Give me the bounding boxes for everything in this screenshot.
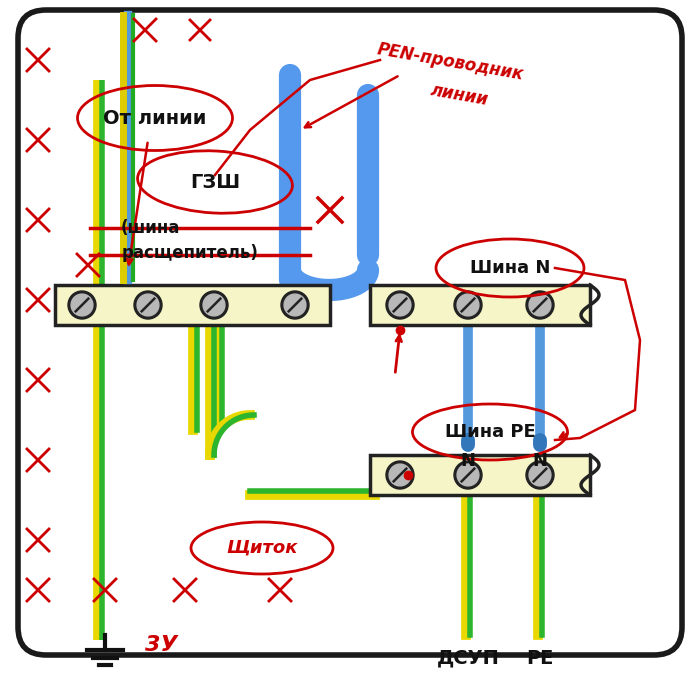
Text: 3У: 3У: [145, 635, 178, 655]
Text: N: N: [533, 452, 547, 470]
Circle shape: [454, 291, 482, 319]
Circle shape: [454, 461, 482, 489]
Text: Шина N: Шина N: [470, 259, 550, 277]
Circle shape: [200, 291, 228, 319]
Circle shape: [457, 464, 479, 486]
Circle shape: [137, 294, 159, 316]
Circle shape: [71, 294, 93, 316]
FancyBboxPatch shape: [370, 285, 590, 325]
Circle shape: [389, 464, 411, 486]
Circle shape: [526, 461, 554, 489]
Text: N: N: [461, 452, 475, 470]
Circle shape: [529, 464, 551, 486]
Circle shape: [134, 291, 162, 319]
Circle shape: [389, 294, 411, 316]
Text: PEN-проводник: PEN-проводник: [375, 40, 525, 83]
Text: (шина: (шина: [120, 219, 180, 237]
Text: От линии: От линии: [104, 108, 206, 128]
Text: линии: линии: [430, 81, 491, 109]
Circle shape: [526, 291, 554, 319]
Text: PE: PE: [526, 649, 554, 667]
Circle shape: [386, 461, 414, 489]
Circle shape: [281, 291, 309, 319]
Circle shape: [68, 291, 96, 319]
Text: ГЗШ: ГЗШ: [190, 172, 240, 192]
Text: Шина PE: Шина PE: [444, 423, 536, 441]
Circle shape: [284, 294, 306, 316]
Text: расщепитель): расщепитель): [122, 244, 258, 262]
FancyBboxPatch shape: [370, 455, 590, 495]
Circle shape: [457, 294, 479, 316]
Circle shape: [386, 291, 414, 319]
FancyBboxPatch shape: [18, 10, 682, 655]
Text: ДСУП: ДСУП: [437, 649, 499, 667]
Circle shape: [203, 294, 225, 316]
Text: Щиток: Щиток: [226, 539, 298, 557]
Circle shape: [529, 294, 551, 316]
FancyBboxPatch shape: [55, 285, 330, 325]
